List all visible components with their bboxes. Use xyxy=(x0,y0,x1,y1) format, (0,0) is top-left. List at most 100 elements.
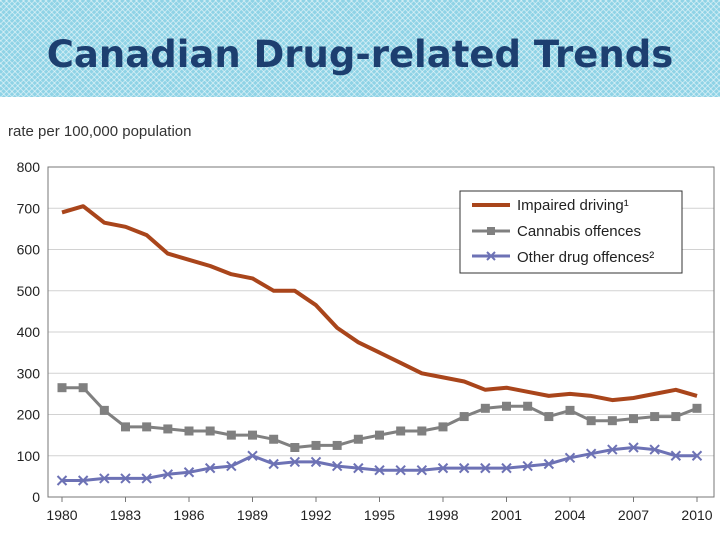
y-tick-label: 400 xyxy=(17,324,41,340)
data-point xyxy=(204,462,216,474)
series-impaired-driving xyxy=(61,204,698,403)
data-point xyxy=(671,412,681,422)
x-tick-label: 1986 xyxy=(173,507,204,523)
x-tick-label: 1980 xyxy=(46,507,77,523)
data-point xyxy=(226,460,237,472)
data-point xyxy=(438,422,448,432)
plot-area-frame xyxy=(47,166,715,498)
data-point xyxy=(57,383,67,393)
x-tick-label: 1992 xyxy=(300,507,331,523)
series-cannabis xyxy=(57,383,702,452)
data-point xyxy=(163,424,173,434)
x-tick-label: 1995 xyxy=(364,507,395,523)
data-point xyxy=(523,401,533,411)
data-point xyxy=(248,430,257,440)
data-point xyxy=(628,442,639,453)
x-tick-label: 2001 xyxy=(491,507,522,523)
data-point xyxy=(77,475,89,486)
data-point xyxy=(459,412,469,422)
data-point xyxy=(375,430,384,440)
data-point xyxy=(290,443,300,452)
title-band xyxy=(0,0,720,97)
data-point xyxy=(142,422,152,432)
line-chart: rate per 100,000 population 0 100 200 300 40… xyxy=(8,123,715,523)
data-point xyxy=(543,458,555,470)
data-point xyxy=(311,440,321,450)
data-point xyxy=(205,426,215,436)
data-point xyxy=(99,473,110,484)
data-point xyxy=(480,462,491,474)
data-point xyxy=(183,467,195,478)
data-point xyxy=(565,405,575,415)
series-group xyxy=(56,204,703,486)
data-point xyxy=(649,444,660,455)
y-tick-label: 700 xyxy=(17,200,41,216)
y-tick-label: 300 xyxy=(17,365,41,381)
data-point xyxy=(332,440,342,450)
series-line-impaired-driving xyxy=(61,204,698,403)
series-line-other-drug xyxy=(62,446,697,482)
data-point xyxy=(691,450,703,461)
data-point xyxy=(56,475,68,486)
legend-label-impaired-driving: Impaired driving¹ xyxy=(517,197,629,214)
y-axis-ticks: 0 100 200 300 400 500 600 700 800 xyxy=(17,159,41,505)
y-tick-label: 200 xyxy=(17,407,41,423)
data-point xyxy=(607,444,618,455)
legend-marker-other-drug xyxy=(486,251,496,261)
data-point xyxy=(310,456,322,468)
data-point xyxy=(416,464,428,476)
data-point xyxy=(650,412,660,422)
data-point xyxy=(501,462,512,474)
data-point xyxy=(121,422,130,432)
legend-marker-cannabis xyxy=(487,227,495,235)
y-tick-label: 600 xyxy=(17,242,41,258)
data-point xyxy=(289,456,301,468)
data-point xyxy=(544,412,554,422)
data-point xyxy=(396,426,406,436)
y-tick-label: 100 xyxy=(17,448,41,464)
data-point xyxy=(670,450,682,461)
data-point xyxy=(395,464,406,476)
data-point xyxy=(607,416,617,426)
data-point xyxy=(226,430,236,440)
data-point xyxy=(502,401,511,411)
legend-label-cannabis: Cannabis offences xyxy=(517,223,641,240)
y-tick-label: 0 xyxy=(32,489,40,505)
x-tick-label: 2004 xyxy=(554,507,585,523)
data-point xyxy=(331,460,343,472)
x-axis-ticks: 1980 1983 1986 1989 1992 1995 1998 2001 2004 2007… xyxy=(46,497,713,523)
legend-label-other-drug: Other drug offences² xyxy=(517,249,654,266)
data-point xyxy=(99,405,109,415)
series-other-drug xyxy=(56,442,703,486)
data-point xyxy=(184,426,194,436)
data-point xyxy=(437,462,449,474)
data-point xyxy=(247,450,258,461)
data-point xyxy=(353,462,364,474)
data-point xyxy=(269,434,279,444)
data-point xyxy=(585,448,597,459)
data-point xyxy=(120,473,131,484)
data-point xyxy=(162,469,174,480)
x-tick-label: 2007 xyxy=(618,507,649,523)
data-point xyxy=(458,462,470,474)
data-point xyxy=(268,458,279,470)
x-tick-label: 1983 xyxy=(110,507,141,523)
data-point xyxy=(480,403,490,413)
data-point xyxy=(417,426,427,436)
data-point xyxy=(564,452,576,464)
x-tick-label: 1989 xyxy=(237,507,268,523)
data-point xyxy=(374,464,385,476)
y-axis-label: rate per 100,000 population xyxy=(8,123,191,140)
data-point xyxy=(692,403,702,413)
data-point xyxy=(629,414,638,424)
data-point xyxy=(522,460,533,472)
y-tick-label: 500 xyxy=(17,283,41,299)
legend: Impaired driving¹ Cannabis offences Othe… xyxy=(459,190,683,274)
data-point xyxy=(78,383,88,393)
data-point xyxy=(353,434,363,444)
data-point xyxy=(586,416,596,426)
data-point xyxy=(141,473,152,484)
x-tick-label: 2010 xyxy=(681,507,712,523)
y-tick-label: 800 xyxy=(17,159,41,175)
slide-title: Canadian Drug-related Trends xyxy=(46,33,674,76)
